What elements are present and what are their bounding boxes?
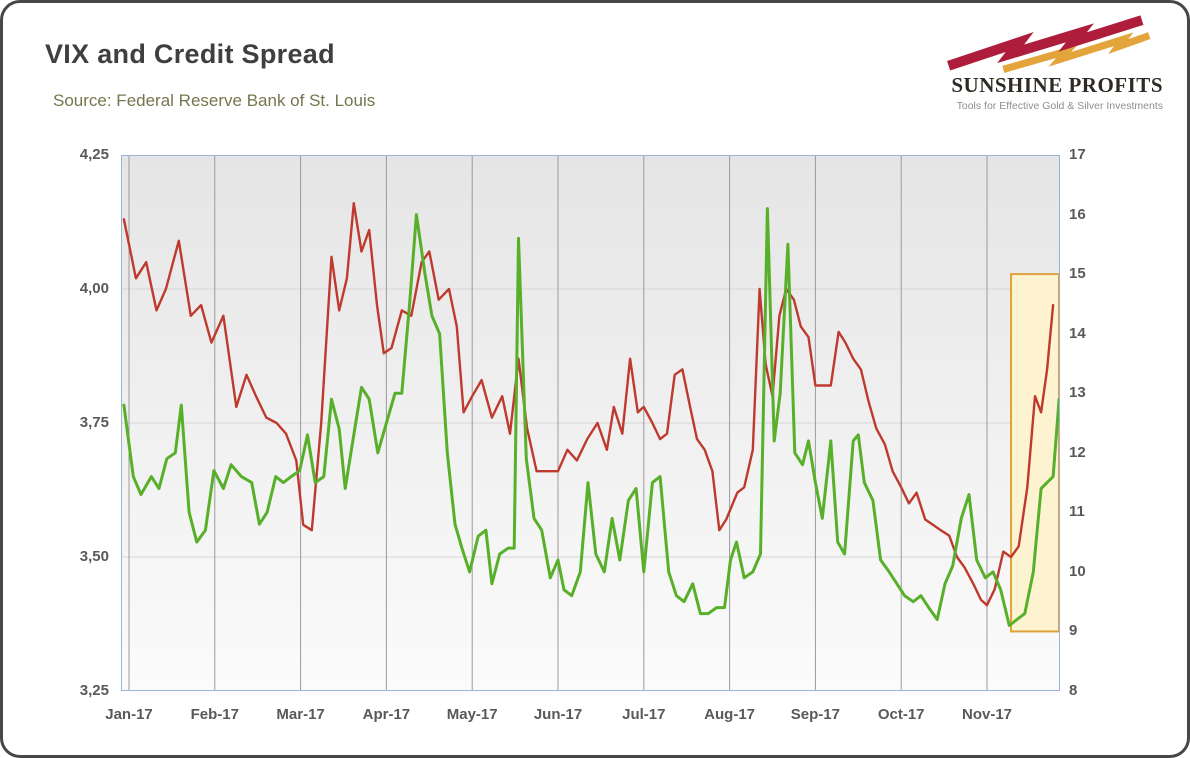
axis-tick-label: 3,25 (79, 682, 109, 699)
axis-tick-label: Sep-17 (790, 706, 840, 723)
axis-tick-label: 10 (1069, 562, 1086, 580)
axis-tick-label: 4,00 (79, 280, 109, 297)
chart-source: Source: Federal Reserve Bank of St. Loui… (53, 91, 376, 110)
axis-tick-label: 13 (1069, 384, 1086, 402)
axis-tick-label: Aug-17 (704, 706, 756, 723)
axis-tick-label: 8 (1069, 682, 1078, 699)
logo-arrows-icon (947, 15, 1151, 73)
axis-tick-label: 11 (1069, 503, 1085, 521)
logo-tagline: Tools for Effective Gold & Silver Invest… (956, 100, 1163, 112)
axis-tick-label: 9 (1069, 622, 1078, 640)
axis-tick-label: 15 (1069, 265, 1086, 283)
chart-plot-svg (121, 154, 1061, 692)
plot-area (121, 154, 1061, 692)
axis-tick-label: Oct-17 (877, 706, 925, 723)
axis-tick-label: 16 (1069, 205, 1086, 223)
axis-tick-label: Jan-17 (105, 706, 153, 723)
axis-tick-label: Jun-17 (533, 706, 583, 723)
axis-tick-label: 14 (1069, 324, 1086, 342)
axis-tick-label: 4,25 (79, 146, 109, 163)
logo-arrow-gold (1002, 32, 1151, 73)
logo-arrow-crimson (947, 15, 1144, 71)
sunshine-profits-logo: SUNSHINE PROFITS Tools for Effective Gol… (913, 11, 1163, 112)
axis-tick-label: May-17 (446, 706, 498, 723)
axis-tick-label: 3,50 (79, 548, 109, 565)
axis-tick-label: 12 (1069, 443, 1086, 461)
axis-tick-label: Jul-17 (622, 706, 666, 723)
axis-tick-label: Mar-17 (276, 706, 325, 723)
logo-name: SUNSHINE PROFITS (951, 73, 1163, 97)
axis-tick-label: Feb-17 (190, 706, 239, 723)
chart-title: VIX and Credit Spread (45, 39, 335, 69)
axis-tick-label: 3,75 (79, 414, 109, 431)
axis-tick-label: 17 (1069, 146, 1086, 163)
axis-tick-label: Apr-17 (362, 706, 411, 723)
axis-tick-label: Nov-17 (961, 706, 1013, 723)
